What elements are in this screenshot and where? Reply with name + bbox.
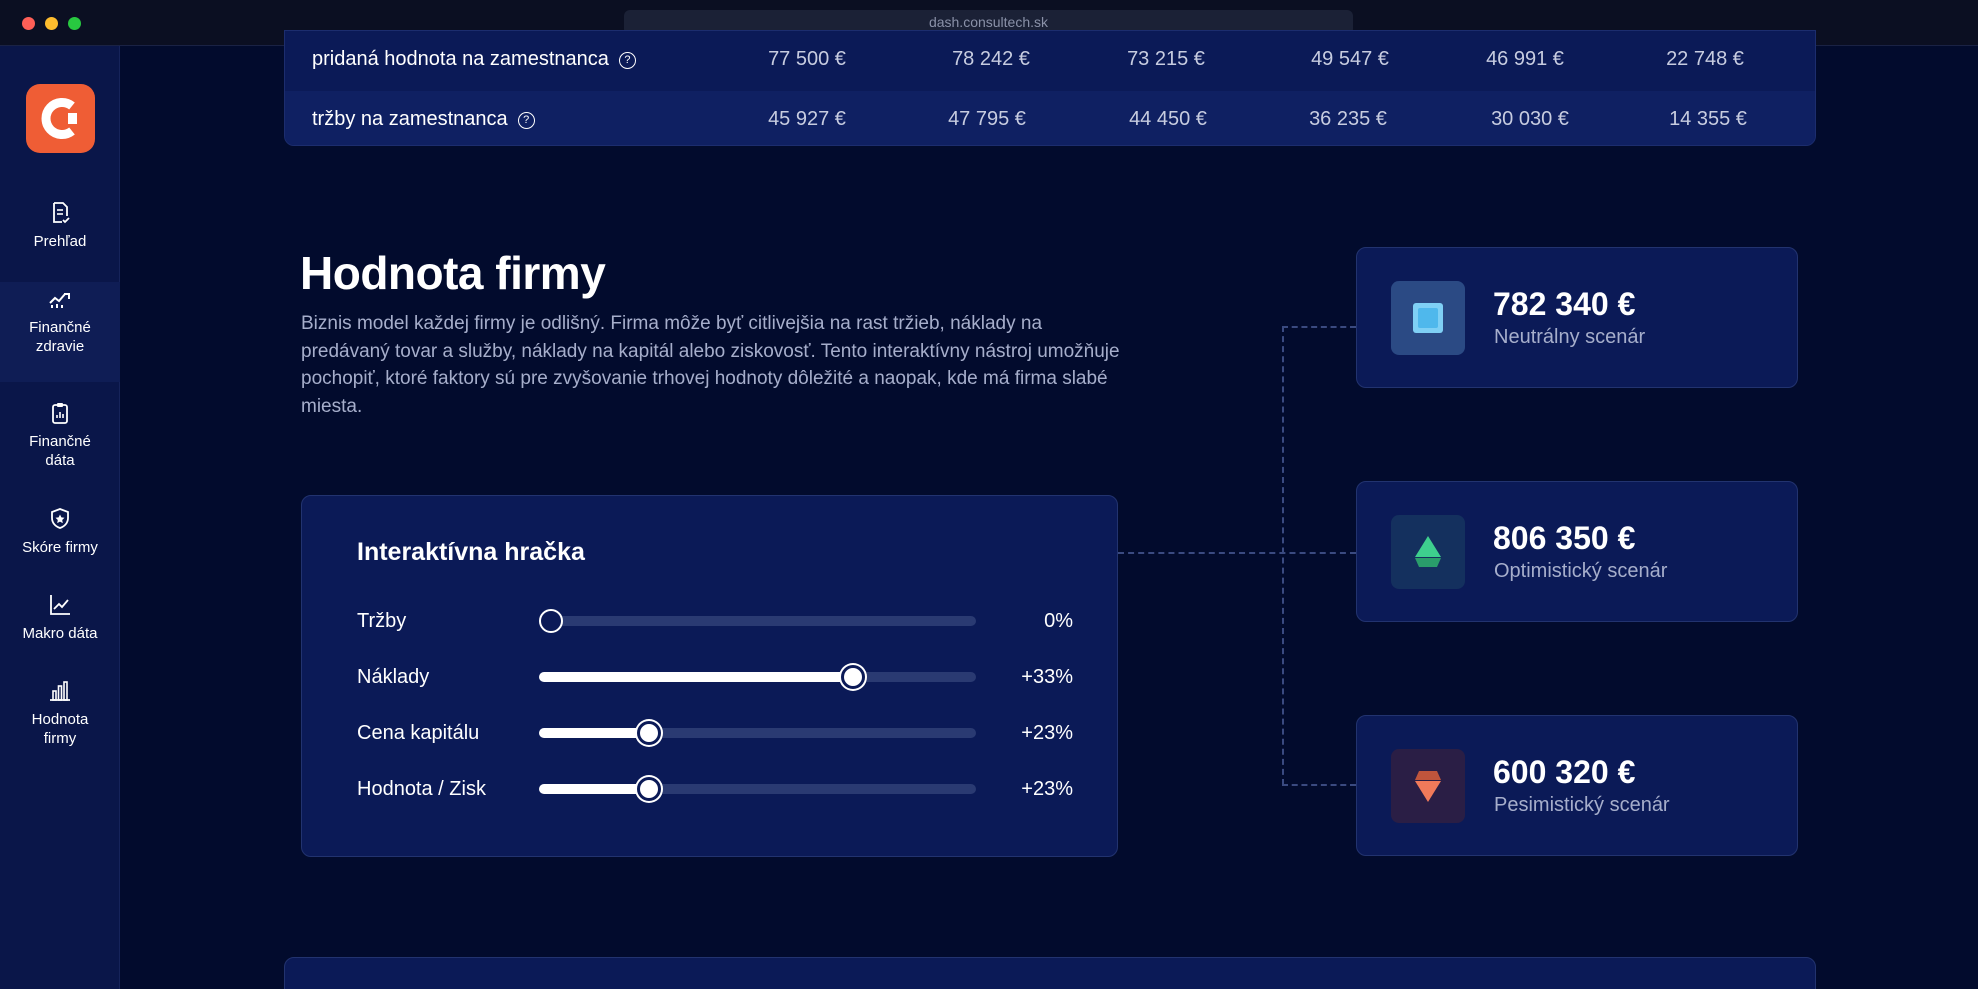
arrow-down-icon [1391,749,1465,823]
scenario-card-optimistic: 806 350 € Optimistický scenár [1356,481,1798,622]
connector-line [1118,552,1356,554]
next-section-card [284,957,1816,989]
table-cell: 47 795 € [948,108,1026,130]
sidebar-item-label: Finančné dáta [29,433,91,469]
sidebar-item-prehlad[interactable]: Prehľad [0,200,120,251]
arrow-up-icon [1391,515,1465,589]
help-icon[interactable]: ? [618,52,636,69]
scenario-value: 782 340 € [1493,286,1636,322]
slider-track[interactable] [539,777,976,801]
table-cell: 49 547 € [1311,48,1389,70]
slider-fill [539,672,853,682]
table-cell: 73 215 € [1127,48,1205,70]
scenario-value: 600 320 € [1493,754,1636,790]
slider-fill [539,784,649,794]
close-window-button[interactable] [22,17,35,30]
table-cell: 30 030 € [1491,108,1569,130]
slider-value: +23% [1021,778,1073,800]
slider-label: Hodnota / Zisk [357,778,486,800]
slider-label: Tržby [357,610,407,632]
sidebar: Prehľad Finančné zdravie Finančné dáta S… [0,46,120,989]
scenario-card-neutral: 782 340 € Neutrálny scenár [1356,247,1798,388]
slider-fill [539,728,649,738]
zoom-window-button[interactable] [68,17,81,30]
sidebar-item-label: Finančné zdravie [29,319,91,355]
scenario-label: Neutrálny scenár [1494,326,1646,348]
section-title: Hodnota firmy [300,247,606,299]
sidebar-item-skore-firmy[interactable]: Skóre firmy [0,506,120,557]
clipboard-chart-icon [52,403,68,424]
bar-chart-icon [50,681,70,701]
slider-handle[interactable] [636,721,661,745]
scenario-value: 806 350 € [1493,520,1636,556]
trend-chart-icon [49,293,70,308]
scenario-label: Optimistický scenár [1494,560,1668,582]
slider-row-naklady: Náklady +33% [302,662,1119,692]
slider-label: Náklady [357,666,430,688]
connector-line [1282,784,1356,786]
slider-label: Cena kapitálu [357,722,480,744]
slider-row-cena-kapitalu: Cena kapitálu +23% [302,718,1119,748]
table-cell: 22 748 € [1666,48,1744,70]
document-check-icon [53,202,70,224]
slider-value: +33% [1021,666,1073,688]
scenario-card-pessimistic: 600 320 € Pesimistický scenár [1356,715,1798,856]
minimize-window-button[interactable] [45,17,58,30]
slider-handle[interactable] [840,665,865,689]
slider-row-trzby: Tržby 0% [302,606,1119,636]
table-row: pridaná hodnota na zamestnanca? 77 500 €… [285,31,1815,87]
sidebar-item-label: Prehľad [33,233,87,250]
employee-metrics-table: pridaná hodnota na zamestnanca? 77 500 €… [284,30,1816,146]
slider-track[interactable] [539,721,976,745]
table-cell: 45 927 € [768,108,846,130]
slider-track[interactable] [538,609,976,633]
scenario-label: Pesimistický scenár [1494,794,1670,816]
sidebar-item-label: Skóre firmy [22,539,98,556]
toy-title: Interaktívna hračka [357,538,585,566]
help-icon[interactable]: ? [517,112,535,129]
connector-line [1282,326,1356,328]
sidebar-item-financne-zdravie[interactable]: Finančné zdravie [0,282,120,382]
slider-value: 0% [1044,610,1073,632]
logo-c-icon [41,98,77,139]
slider-handle[interactable] [636,777,661,801]
sidebar-item-makro-data[interactable]: Makro dáta [0,592,120,643]
sidebar-item-label: Makro dáta [22,625,98,642]
sidebar-item-label: Hodnota firmy [31,711,89,747]
table-cell: 46 991 € [1486,48,1564,70]
interactive-toy-card: Interaktívna hračka Tržby 0% Náklady +33… [301,495,1118,857]
slider-value: +23% [1021,722,1073,744]
row-label: pridaná hodnota na zamestnanca? [312,31,636,87]
sidebar-item-hodnota-firmy[interactable]: Hodnota firmy [0,678,120,748]
table-cell: 44 450 € [1129,108,1207,130]
shield-star-icon [51,508,69,529]
square-icon [1391,281,1465,355]
table-cell: 36 235 € [1309,108,1387,130]
brand-logo[interactable] [26,84,95,153]
slider-handle[interactable] [538,609,563,633]
slider-track[interactable] [539,665,976,689]
table-cell: 78 242 € [952,48,1030,70]
connector-line [1282,326,1284,785]
table-cell: 77 500 € [768,48,846,70]
table-row: tržby na zamestnanca? 45 927 € 47 795 € … [285,91,1815,145]
row-label: tržby na zamestnanca? [312,91,535,145]
table-cell: 14 355 € [1669,108,1747,130]
line-chart-icon [50,595,70,615]
slider-row-hodnota-zisk: Hodnota / Zisk +23% [302,774,1119,804]
section-description: Biznis model každej firmy je odlišný. Fi… [301,313,1120,417]
sidebar-item-financne-data[interactable]: Finančné dáta [0,400,120,470]
